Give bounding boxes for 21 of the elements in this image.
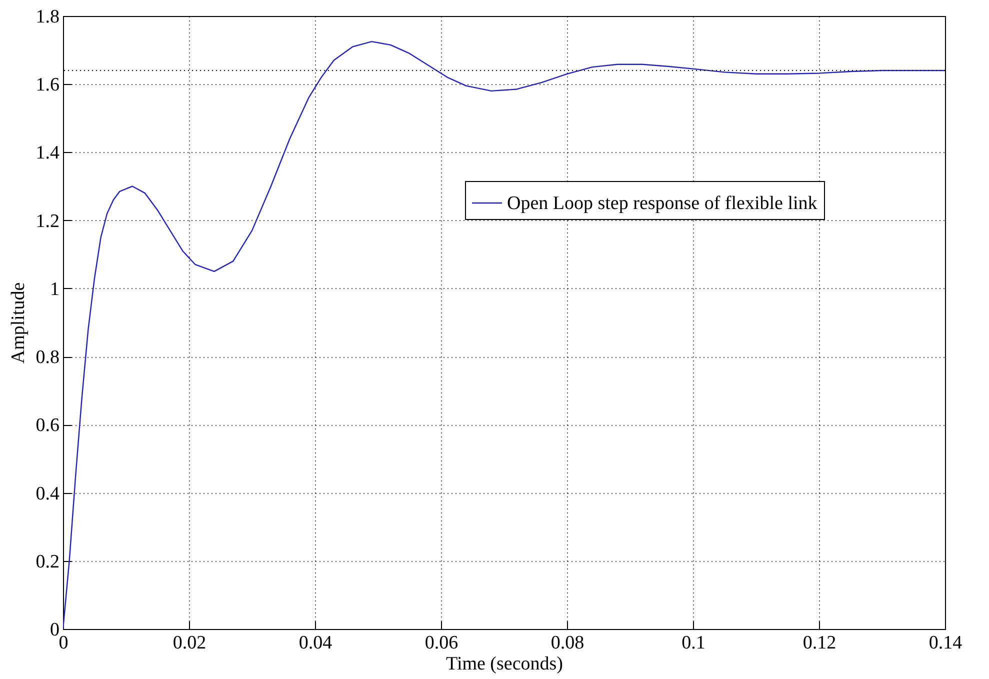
y-tick-label: 1 bbox=[50, 278, 60, 300]
x-tick-label: 0.14 bbox=[928, 632, 963, 654]
legend-label: Open Loop step response of flexible link bbox=[507, 193, 818, 214]
x-tick-label: 0.1 bbox=[682, 632, 706, 654]
y-tick-label: 0.2 bbox=[36, 551, 60, 572]
x-tick-label: 0.08 bbox=[550, 632, 584, 654]
x-tick-label: 0.02 bbox=[172, 632, 206, 654]
y-tick-label: 1.4 bbox=[36, 142, 60, 164]
y-tick-label: 1.2 bbox=[36, 210, 60, 232]
x-axis-title: Time (seconds) bbox=[446, 654, 563, 674]
x-tick-label: 0.12 bbox=[802, 632, 836, 654]
y-tick-label: 0 bbox=[50, 620, 60, 640]
y-tick-label: 0.4 bbox=[36, 483, 60, 504]
y-tick-label: 0.8 bbox=[36, 347, 60, 368]
x-tick-label: 0.06 bbox=[424, 632, 458, 654]
y-tick-label: 1.8 bbox=[36, 6, 60, 28]
x-tick-label: 0.04 bbox=[298, 632, 333, 654]
y-axis-title: Amplitude bbox=[8, 282, 29, 364]
y-tick-label: 1.6 bbox=[36, 74, 60, 96]
y-tick-label: 0.6 bbox=[36, 415, 60, 436]
line-series bbox=[63, 40, 945, 629]
